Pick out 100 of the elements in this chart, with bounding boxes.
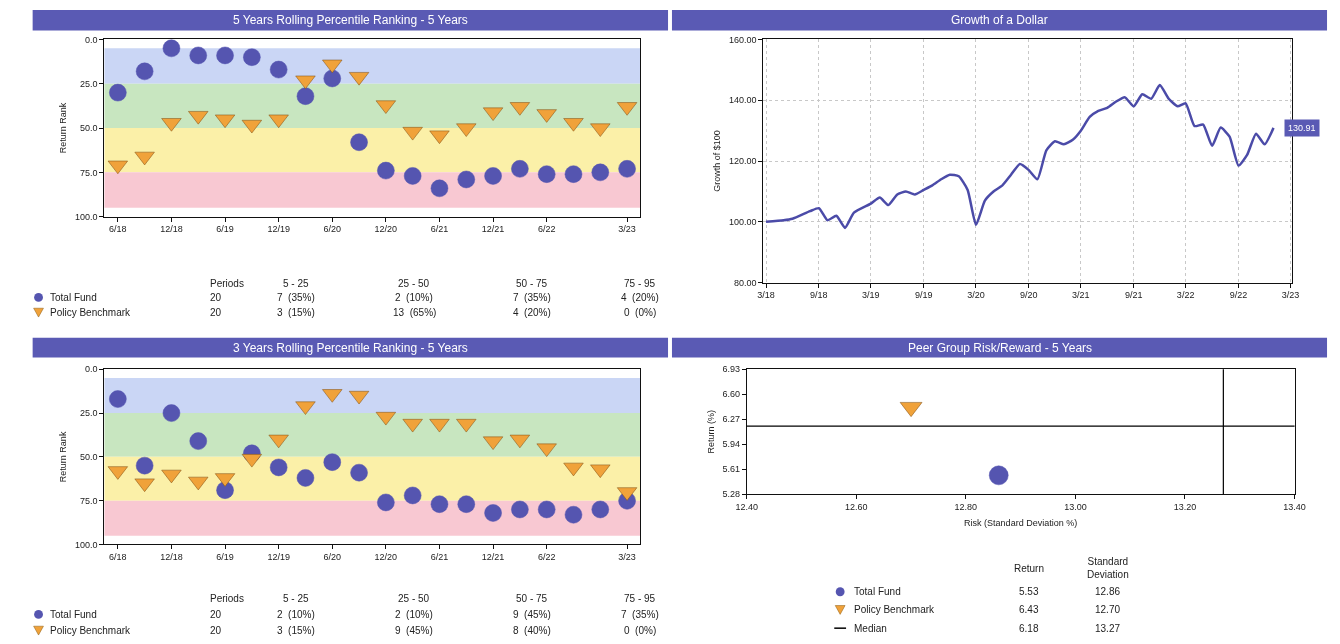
text: 13 (65%) <box>393 307 437 318</box>
chart-title: 3 Years Rolling Percentile Ranking - 5 Years <box>233 341 468 355</box>
point <box>135 456 154 475</box>
legend-label: Policy Benchmark <box>50 625 132 636</box>
point <box>161 469 182 484</box>
text: 4 (20%) <box>513 307 551 318</box>
text: 5 - 25 <box>283 593 310 604</box>
x-tick-label: 3/22 <box>1176 290 1195 301</box>
point <box>430 495 449 513</box>
y-tick-label: 50.0 <box>80 123 98 134</box>
x-tick-label: 3/21 <box>1072 290 1090 301</box>
text: 4 (20%) <box>621 292 659 303</box>
point <box>188 476 209 491</box>
point <box>509 434 530 449</box>
x-tick-label: 6/22 <box>537 552 556 563</box>
point <box>537 165 556 183</box>
x-tick-label: 12.40 <box>735 502 758 513</box>
text: 9 (45%) <box>395 625 433 636</box>
point <box>350 133 368 151</box>
point <box>403 486 422 505</box>
chart-title: 5 Years Rolling Percentile Ranking - 5 Years <box>233 13 468 27</box>
legend-label: Median <box>854 623 887 634</box>
y-tick-label: 6.27 <box>722 414 740 425</box>
x-tick-label: 12/19 <box>267 552 290 563</box>
text: 20 <box>210 609 222 620</box>
y-axis-title: Return Rank <box>58 431 69 483</box>
point <box>591 500 610 519</box>
chart-title: Growth of a Dollar <box>951 13 1048 27</box>
point <box>377 161 395 180</box>
chart-title: Peer Group Risk/Reward - 5 Years <box>908 341 1093 355</box>
point <box>377 493 395 512</box>
text: 0 (0%) <box>624 625 657 636</box>
y-tick-label: 50.0 <box>80 452 98 463</box>
x-tick-label: 6/22 <box>537 224 556 235</box>
y-tick-label: 6.60 <box>722 389 740 400</box>
point <box>403 167 422 185</box>
legend-label: Policy Benchmark <box>854 604 936 615</box>
y-tick-label: 0.0 <box>85 364 98 375</box>
text: 7 (35%) <box>621 609 659 620</box>
point <box>268 434 289 449</box>
x-tick-label: 9/20 <box>1020 290 1038 301</box>
y-tick-label: 5.28 <box>722 489 740 500</box>
point <box>484 504 502 522</box>
y-tick-label: 6.93 <box>722 364 740 375</box>
point <box>511 500 529 519</box>
text: 8 (40%) <box>513 625 551 636</box>
x-tick-label: 6/20 <box>323 224 342 235</box>
text: 75 - 95 <box>624 593 656 604</box>
y-tick-label: 80.00 <box>734 277 757 288</box>
text: 3 (15%) <box>277 625 315 636</box>
x-tick-label: 12/21 <box>481 552 505 563</box>
x-tick-label: 9/18 <box>810 290 828 301</box>
x-tick-label: 6/21 <box>430 224 449 235</box>
text: 0 (0%) <box>624 307 657 318</box>
y-tick-label: 75.0 <box>80 495 98 506</box>
text: Standard Deviation <box>1087 556 1129 580</box>
text: 2 (10%) <box>277 609 315 620</box>
text: 12.70 <box>1095 604 1121 615</box>
y-tick-label: 25.0 <box>80 408 98 419</box>
text: 12.86 <box>1095 586 1121 597</box>
y-tick-label: 75.0 <box>80 167 98 178</box>
x-tick-label: 6/20 <box>323 552 342 563</box>
point <box>216 481 234 499</box>
point <box>430 179 449 198</box>
x-tick-label: 12/20 <box>374 552 398 563</box>
text: 20 <box>210 307 222 318</box>
x-tick-label: 12/18 <box>160 224 183 235</box>
x-tick-label: 13.00 <box>1064 502 1087 513</box>
x-tick-label: 3/19 <box>862 290 880 301</box>
point <box>323 453 342 471</box>
x-tick-label: 3/18 <box>757 290 775 301</box>
x-tick-label: 6/18 <box>109 552 127 563</box>
legend-label: Total Fund <box>50 292 97 303</box>
text: 50 - 75 <box>516 278 548 289</box>
text: Periods <box>210 278 244 289</box>
point <box>564 505 583 524</box>
x-tick-label: 3/23 <box>618 552 636 563</box>
x-axis-title: Risk (Standard Deviation %) <box>964 517 1078 528</box>
line-series <box>764 83 1275 230</box>
x-tick-label: 6/21 <box>430 552 449 563</box>
x-tick-label: 6/19 <box>216 224 234 235</box>
text: 7 (35%) <box>277 292 315 303</box>
y-axis-title: Growth of $100 <box>712 130 723 192</box>
point <box>189 432 207 450</box>
legend-label: Policy Benchmark <box>50 307 132 318</box>
x-tick-label: 13.20 <box>1173 502 1197 513</box>
y-tick-label: 100.00 <box>729 216 757 227</box>
point <box>322 59 343 74</box>
y-tick-label: 120.00 <box>729 156 757 167</box>
point <box>618 160 636 178</box>
text: 7 (35%) <box>513 292 551 303</box>
text: 6.18 <box>1019 623 1039 634</box>
text: 9 (45%) <box>513 609 551 620</box>
text: 50 - 75 <box>516 593 548 604</box>
text: 5.53 <box>1019 586 1039 597</box>
y-tick-label: 5.94 <box>722 439 740 450</box>
text: 2 (10%) <box>395 292 433 303</box>
x-tick-label: 12.80 <box>954 502 978 513</box>
point <box>296 469 315 487</box>
text: 75 - 95 <box>624 278 656 289</box>
